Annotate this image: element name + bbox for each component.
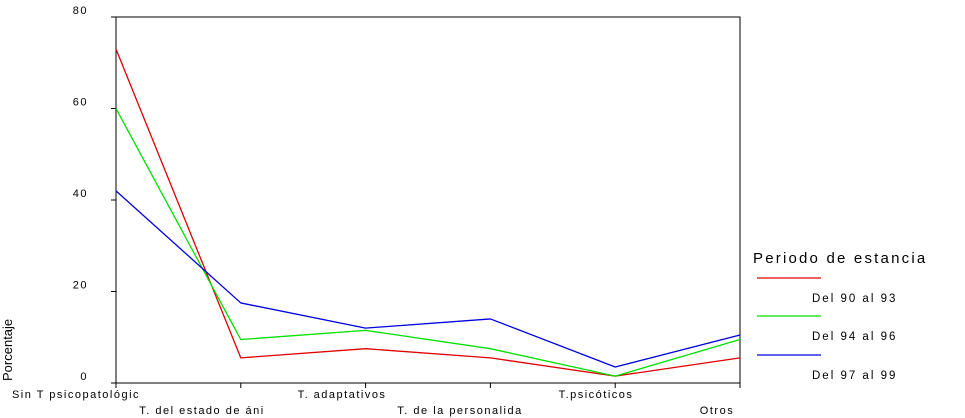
legend-title: Periodo de estancia (753, 250, 927, 267)
series-line (115, 190, 741, 368)
x-tick-label: T. de la personalida (397, 405, 522, 417)
x-tick-label: T. adaptativos (298, 389, 387, 401)
x-tick-label: T. del estado de áni (139, 405, 264, 417)
y-tick-label: 80 (73, 5, 88, 17)
series-line (115, 108, 741, 377)
y-axis: 0 20 40 60 80 (73, 5, 116, 384)
legend-label: Del 90 al 93 (812, 293, 897, 305)
y-tick-label: 0 (80, 371, 88, 383)
plot-frame (115, 16, 741, 384)
x-tick-label: T.psicóticos (559, 389, 634, 401)
legend: Periodo de estancia Del 90 al 93 Del 94 a… (753, 250, 927, 382)
series-lines (115, 48, 741, 377)
x-tick-label: Sin T psicopatológic (12, 389, 140, 401)
series-line (115, 48, 741, 377)
y-tick-label: 40 (73, 188, 88, 200)
x-tick-label: Otros (700, 405, 734, 417)
y-tick-label: 60 (73, 97, 88, 109)
plot-area (115, 16, 741, 384)
y-axis-label: Porcentaje (0, 319, 15, 381)
legend-label: Del 94 al 96 (812, 331, 897, 343)
x-axis: Sin T psicopatológic T. del estado de áni… (12, 383, 741, 417)
y-tick-label: 20 (73, 280, 88, 292)
legend-label: Del 97 al 99 (812, 370, 897, 382)
